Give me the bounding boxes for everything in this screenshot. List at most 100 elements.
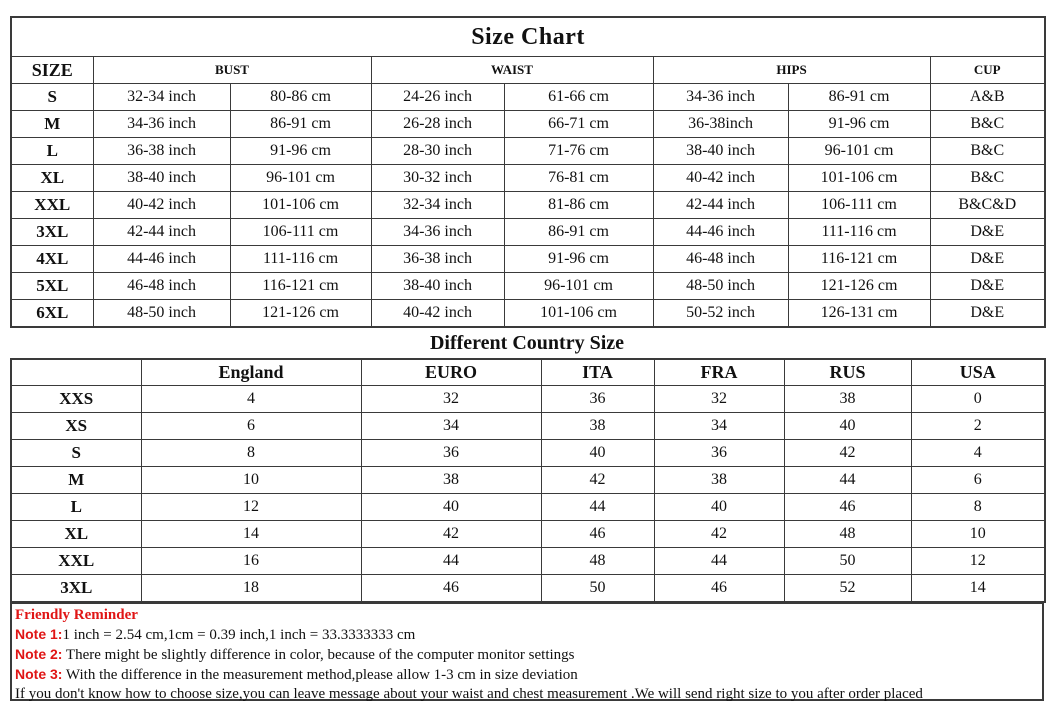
ita-cell: 42: [540, 466, 655, 494]
country-size-row: XXL 16 44 48 44 50 12: [10, 547, 1046, 575]
fra-cell: 40: [653, 493, 785, 521]
waist-inch-cell: 30-32 inch: [370, 164, 505, 192]
euro-cell: 38: [360, 466, 542, 494]
hips-cm-cell: 86-91 cm: [787, 83, 931, 111]
size-chart-row: M 34-36 inch 86-91 cm 26-28 inch 66-71 c…: [10, 110, 1046, 138]
size-label-cell: L: [10, 137, 94, 165]
column-header-rus: RUS: [783, 358, 912, 386]
hips-inch-cell: 42-44 inch: [652, 191, 789, 219]
bust-inch-cell: 46-48 inch: [92, 272, 231, 300]
size-label-cell: 6XL: [10, 299, 94, 327]
size-chart-page: Size Chart SIZE BUST WAIST HIPS CUP S 32…: [10, 16, 1047, 702]
england-cell: 16: [140, 547, 362, 575]
column-header-euro: EURO: [360, 358, 542, 386]
euro-cell: 34: [360, 412, 542, 440]
size-label-cell: S: [10, 439, 142, 467]
country-size-row: XXS 4 32 36 32 38 0: [10, 385, 1046, 413]
usa-cell: 12: [910, 547, 1046, 575]
bust-cm-cell: 116-121 cm: [229, 272, 372, 300]
fra-cell: 44: [653, 547, 785, 575]
hips-cm-cell: 121-126 cm: [787, 272, 931, 300]
size-chart-row: S 32-34 inch 80-86 cm 24-26 inch 61-66 c…: [10, 83, 1046, 111]
fra-cell: 42: [653, 520, 785, 548]
bust-inch-cell: 44-46 inch: [92, 245, 231, 273]
note-3-label: Note 3:: [15, 665, 63, 682]
waist-inch-cell: 40-42 inch: [370, 299, 505, 327]
rus-cell: 42: [783, 439, 912, 467]
country-size-header-row: England EURO ITA FRA RUS USA: [10, 358, 1046, 386]
country-size-row: XL 14 42 46 42 48 10: [10, 520, 1046, 548]
note-3: Note 3: With the difference in the measu…: [15, 665, 1042, 685]
note-1: Note 1:1 inch = 2.54 cm,1cm = 0.39 inch,…: [15, 625, 1042, 645]
size-label-cell: 5XL: [10, 272, 94, 300]
usa-cell: 8: [910, 493, 1046, 521]
england-cell: 18: [140, 574, 362, 602]
hips-cm-cell: 101-106 cm: [787, 164, 931, 192]
cup-cell: D&E: [929, 245, 1046, 273]
bust-cm-cell: 80-86 cm: [229, 83, 372, 111]
country-size-title: Different Country Size: [429, 331, 625, 354]
usa-cell: 2: [910, 412, 1046, 440]
bust-inch-cell: 34-36 inch: [92, 110, 231, 138]
hips-inch-cell: 46-48 inch: [652, 245, 789, 273]
note-1-label: Note 1:: [15, 625, 63, 642]
cup-cell: D&E: [929, 299, 1046, 327]
fra-cell: 36: [653, 439, 785, 467]
euro-cell: 42: [360, 520, 542, 548]
hips-cm-cell: 91-96 cm: [787, 110, 931, 138]
usa-cell: 6: [910, 466, 1046, 494]
size-chart-row: L 36-38 inch 91-96 cm 28-30 inch 71-76 c…: [10, 137, 1046, 165]
hips-inch-cell: 38-40 inch: [652, 137, 789, 165]
bust-inch-cell: 32-34 inch: [92, 83, 231, 111]
waist-cm-cell: 81-86 cm: [503, 191, 654, 219]
size-label-cell: XL: [10, 164, 94, 192]
column-header-size: SIZE: [10, 56, 94, 84]
hips-inch-cell: 34-36 inch: [652, 83, 789, 111]
fra-cell: 32: [653, 385, 785, 413]
note-2-label: Note 2:: [15, 645, 63, 662]
country-size-table: England EURO ITA FRA RUS USA XXS 4 32 36…: [10, 357, 1046, 603]
waist-inch-cell: 24-26 inch: [370, 83, 505, 111]
note-2: Note 2: There might be slightly differen…: [15, 645, 1042, 665]
size-chart-header-row: SIZE BUST WAIST HIPS CUP: [10, 56, 1046, 84]
ita-cell: 48: [540, 547, 655, 575]
waist-inch-cell: 38-40 inch: [370, 272, 505, 300]
hips-inch-cell: 40-42 inch: [652, 164, 789, 192]
waist-inch-cell: 26-28 inch: [370, 110, 505, 138]
waist-inch-cell: 34-36 inch: [370, 218, 505, 246]
euro-cell: 40: [360, 493, 542, 521]
column-header-hips: HIPS: [652, 56, 931, 84]
ita-cell: 44: [540, 493, 655, 521]
size-label-cell: S: [10, 83, 94, 111]
bust-inch-cell: 38-40 inch: [92, 164, 231, 192]
bust-cm-cell: 121-126 cm: [229, 299, 372, 327]
rus-cell: 46: [783, 493, 912, 521]
bust-cm-cell: 86-91 cm: [229, 110, 372, 138]
bust-cm-cell: 106-111 cm: [229, 218, 372, 246]
column-header-blank: [10, 358, 142, 386]
cup-cell: B&C: [929, 110, 1046, 138]
ita-cell: 50: [540, 574, 655, 602]
england-cell: 4: [140, 385, 362, 413]
size-chart-title: Size Chart: [10, 16, 1046, 57]
hips-cm-cell: 126-131 cm: [787, 299, 931, 327]
notes-box: Friendly Reminder Note 1:1 inch = 2.54 c…: [10, 602, 1044, 702]
bust-inch-cell: 36-38 inch: [92, 137, 231, 165]
size-label-cell: XXS: [10, 385, 142, 413]
friendly-reminder-label: Friendly Reminder: [15, 606, 138, 623]
usa-cell: 4: [910, 439, 1046, 467]
column-header-waist: WAIST: [370, 56, 654, 84]
fra-cell: 46: [653, 574, 785, 602]
size-chart-row: XL 38-40 inch 96-101 cm 30-32 inch 76-81…: [10, 164, 1046, 192]
notes-footer: If you don't know how to choose size,you…: [15, 685, 923, 702]
size-chart-row: 4XL 44-46 inch 111-116 cm 36-38 inch 91-…: [10, 245, 1046, 273]
size-chart-row: 5XL 46-48 inch 116-121 cm 38-40 inch 96-…: [10, 272, 1046, 300]
fra-cell: 34: [653, 412, 785, 440]
hips-cm-cell: 96-101 cm: [787, 137, 931, 165]
rus-cell: 40: [783, 412, 912, 440]
euro-cell: 46: [360, 574, 542, 602]
waist-cm-cell: 76-81 cm: [503, 164, 654, 192]
bust-inch-cell: 42-44 inch: [92, 218, 231, 246]
bust-cm-cell: 101-106 cm: [229, 191, 372, 219]
cup-cell: B&C: [929, 164, 1046, 192]
